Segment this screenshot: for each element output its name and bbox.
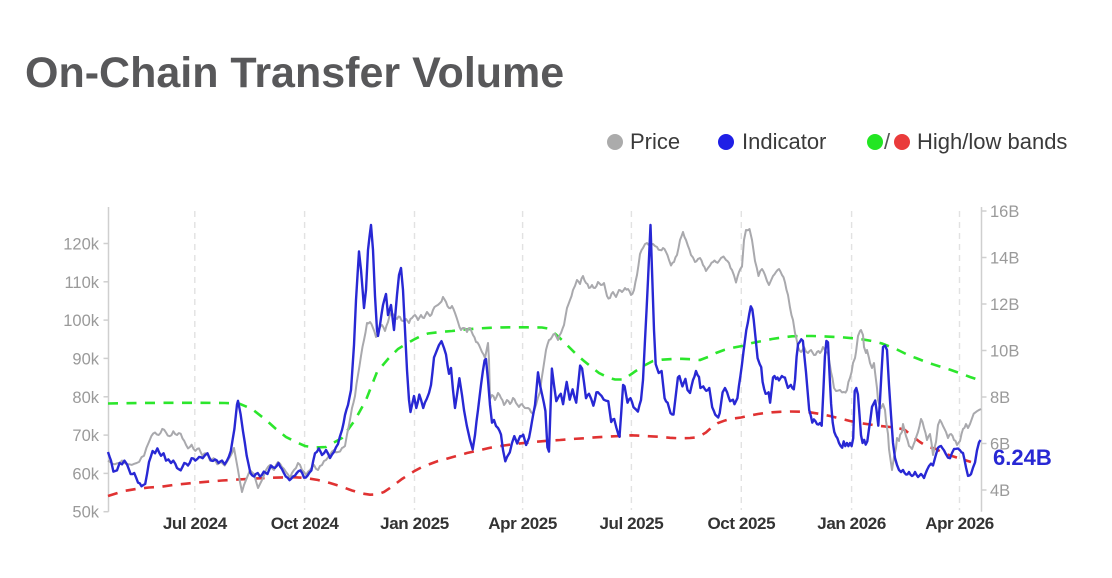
svg-text:16B: 16B — [990, 203, 1019, 221]
svg-text:90k: 90k — [72, 350, 99, 368]
svg-text:/: / — [884, 129, 891, 154]
svg-text:Oct 2025: Oct 2025 — [707, 514, 775, 533]
svg-text:4B: 4B — [990, 482, 1010, 500]
svg-text:Jul 2024: Jul 2024 — [163, 514, 228, 533]
svg-text:Apr 2026: Apr 2026 — [925, 514, 994, 533]
svg-text:100k: 100k — [63, 312, 100, 330]
svg-text:Oct 2024: Oct 2024 — [271, 514, 340, 533]
svg-text:10B: 10B — [990, 343, 1019, 361]
svg-text:50k: 50k — [72, 504, 99, 522]
svg-text:60k: 60k — [72, 465, 99, 483]
svg-text:80k: 80k — [72, 389, 99, 407]
svg-text:6B: 6B — [990, 436, 1010, 454]
svg-text:Jan 2026: Jan 2026 — [817, 514, 886, 533]
svg-text:110k: 110k — [64, 274, 99, 292]
svg-text:6.24B: 6.24B — [993, 445, 1052, 470]
svg-text:On-Chain Transfer Volume: On-Chain Transfer Volume — [25, 49, 564, 97]
svg-text:Indicator: Indicator — [742, 129, 826, 154]
svg-text:Jul 2025: Jul 2025 — [599, 514, 663, 533]
svg-text:Jan 2025: Jan 2025 — [380, 514, 449, 533]
svg-text:Apr 2025: Apr 2025 — [488, 514, 557, 533]
svg-text:12B: 12B — [990, 296, 1019, 314]
svg-text:High/low bands: High/low bands — [917, 129, 1067, 154]
svg-text:8B: 8B — [990, 389, 1010, 407]
svg-text:14B: 14B — [990, 250, 1019, 268]
svg-text:70k: 70k — [72, 427, 99, 445]
svg-text:Price: Price — [630, 129, 680, 154]
svg-text:120k: 120k — [63, 236, 100, 254]
